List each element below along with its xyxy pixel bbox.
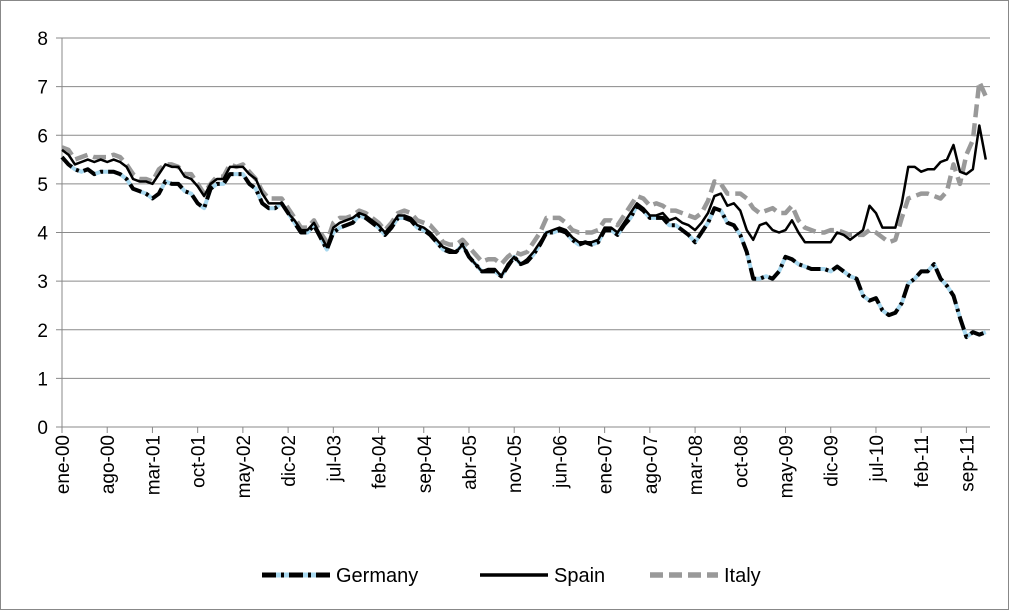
y-tick-label: 4 [37, 224, 48, 245]
x-tick-label: ene-07 [596, 435, 617, 494]
x-tick-label: jul-10 [867, 435, 888, 482]
x-tick-label: dic-09 [822, 435, 843, 487]
x-tick-label: jun-06 [550, 435, 571, 489]
line-series [61, 79, 988, 267]
x-tick-label: feb-11 [912, 435, 933, 487]
legend-label: Spain [554, 565, 605, 587]
y-tick-label: 6 [37, 126, 48, 147]
y-tick-label: 2 [37, 321, 48, 342]
x-tick-label: sep-04 [415, 435, 436, 494]
x-tick-label: abr-05 [460, 435, 481, 490]
y-tick-label: 8 [37, 29, 48, 50]
x-tick-label: mar-08 [686, 435, 707, 495]
legend-label: Italy [724, 565, 761, 587]
x-tick-label: ago-00 [98, 435, 119, 494]
x-tick-label: dic-02 [279, 435, 300, 487]
line-series [61, 124, 988, 278]
x-tick-label: feb-04 [370, 435, 391, 489]
y-tick-label: 0 [37, 418, 48, 439]
y-tick-label: 7 [37, 78, 48, 99]
x-tick-label: may-09 [777, 435, 798, 498]
y-tick-label: 1 [37, 369, 48, 390]
x-tick-label: ene-00 [53, 435, 74, 494]
x-tick-label: ago-07 [641, 435, 662, 494]
x-tick-label: oct-08 [731, 435, 752, 488]
y-tick-label: 5 [37, 175, 48, 196]
x-tick-label: may-02 [234, 435, 255, 498]
x-tick-label: sep-11 [957, 435, 978, 492]
x-tick-label: mar-01 [143, 435, 164, 495]
x-tick-label: nov-05 [505, 435, 526, 493]
y-tick-label: 3 [37, 272, 48, 293]
legend-label: Germany [336, 565, 418, 587]
x-tick-label: oct-01 [189, 435, 210, 488]
x-tick-label: jul-03 [324, 435, 345, 482]
